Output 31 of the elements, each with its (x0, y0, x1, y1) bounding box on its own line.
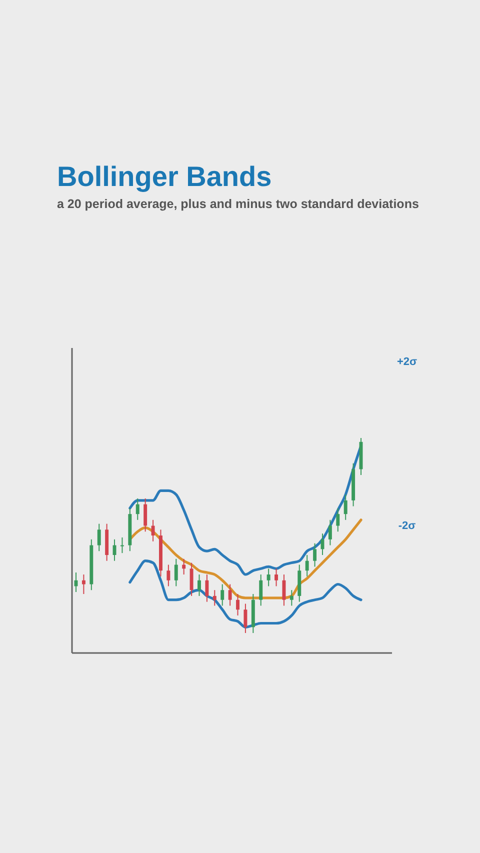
candlestick (212, 590, 216, 606)
candlestick (198, 574, 201, 596)
candlestick (97, 523, 101, 552)
candlestick (236, 594, 240, 616)
candlestick (136, 498, 140, 520)
candlestick (120, 536, 124, 554)
candlestick (144, 498, 148, 532)
candlestick (205, 574, 209, 602)
candlestick (313, 542, 317, 568)
candlestick (228, 584, 232, 606)
candlestick (328, 519, 332, 546)
candlestick (174, 558, 178, 587)
text: +2σ (396, 356, 418, 368)
candlestick (82, 574, 86, 594)
candlestick (266, 568, 270, 587)
candlestick (244, 603, 248, 634)
candlestick (190, 562, 194, 596)
candlestick (290, 590, 294, 606)
candlestick (259, 574, 263, 606)
candlestick (282, 574, 286, 606)
candlestick (166, 564, 170, 587)
candlestick (220, 584, 224, 606)
candlestick (274, 568, 278, 587)
candlestick (305, 554, 309, 577)
candlestick (336, 508, 340, 532)
candlestick (344, 494, 348, 520)
chart-subtitle: a 20 period average, plus and minus two standard deviations (57, 197, 419, 211)
chart-title: Bollinger Bands (57, 161, 272, 192)
candlestick (182, 558, 186, 575)
candlestick (151, 519, 155, 542)
text: -2σ (398, 520, 416, 532)
